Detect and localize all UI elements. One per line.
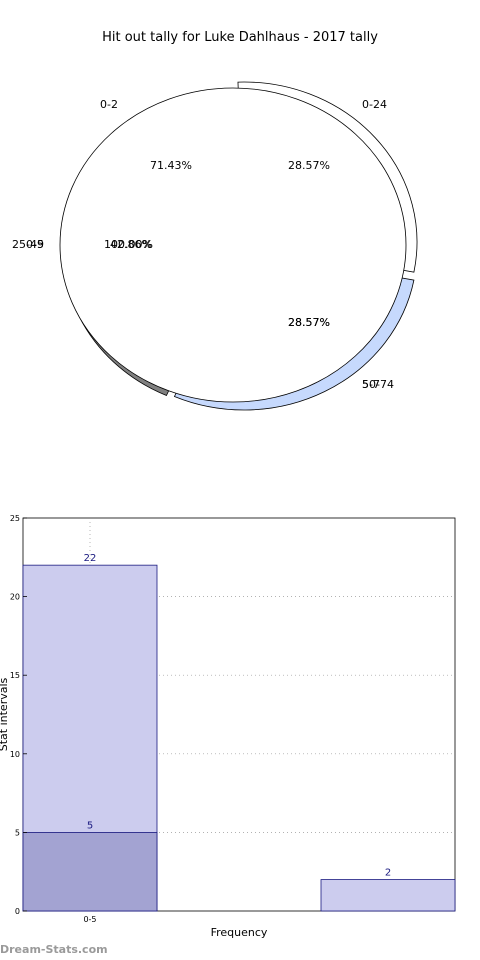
bar — [22, 831, 158, 912]
pie-label: 0-2 — [100, 98, 118, 111]
pie-percent-label: 100.00% — [104, 238, 153, 251]
y-tick-label: 5 — [15, 828, 20, 837]
pie-label: 0-5 — [26, 238, 44, 251]
pie-label: 25-49 — [12, 238, 44, 251]
y-tick-label: 15 — [10, 671, 20, 680]
pie-percent-label: 71.43% — [150, 159, 192, 172]
y-tick-label: 25 — [10, 514, 20, 523]
y-axis-label: Stat intervals — [0, 677, 10, 751]
pie-label: 0-24 — [362, 98, 387, 111]
bar-data-label: 2 — [385, 868, 391, 879]
bar-data-label: 5 — [87, 820, 93, 831]
bar-data-label: 22 — [84, 553, 97, 564]
pie-label: 50-74 — [362, 378, 394, 391]
bar — [320, 879, 456, 912]
y-tick-label: 0 — [15, 907, 20, 916]
chart-title: Hit out tally for Luke Dahlhaus - 2017 t… — [102, 30, 378, 45]
x-axis-label: Frequency — [211, 926, 268, 939]
pie-percent-label: 28.57% — [288, 316, 330, 329]
y-tick-label: 20 — [10, 593, 20, 602]
x-tick-label: 0-5 — [83, 915, 96, 924]
pie-inner-body — [59, 87, 407, 403]
y-tick-label: 10 — [10, 750, 20, 759]
pie-percent-label: 28.57% — [288, 159, 330, 172]
watermark: Dream-Stats.com — [0, 943, 108, 956]
pie-chart: 0-24 28.57% 50-74 28.57% 25-49 42.86% 0-2 71.43… — [12, 81, 418, 411]
pie-label: 5-7 — [362, 378, 380, 391]
pie-percent-label: 42.86% — [110, 238, 152, 251]
pie-percent-label: 28.57% — [288, 316, 330, 329]
